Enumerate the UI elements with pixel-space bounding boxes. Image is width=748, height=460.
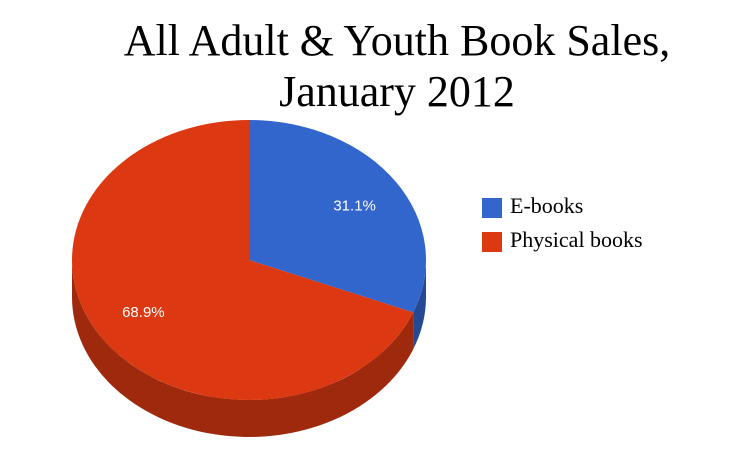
chart-title: January 2012 <box>279 67 515 116</box>
legend-label: Physical books <box>510 227 643 252</box>
slice <box>72 120 414 400</box>
chart-title: All Adult & Youth Book Sales, <box>124 16 670 65</box>
slice-side <box>413 260 426 350</box>
legend-swatch <box>482 198 502 218</box>
slice <box>249 120 426 313</box>
legend-label: E-books <box>510 193 583 218</box>
legend-swatch <box>482 232 502 252</box>
slice-side <box>72 260 414 438</box>
value-label: 31.1% <box>333 198 376 215</box>
value-label: 68.9% <box>122 304 165 321</box>
